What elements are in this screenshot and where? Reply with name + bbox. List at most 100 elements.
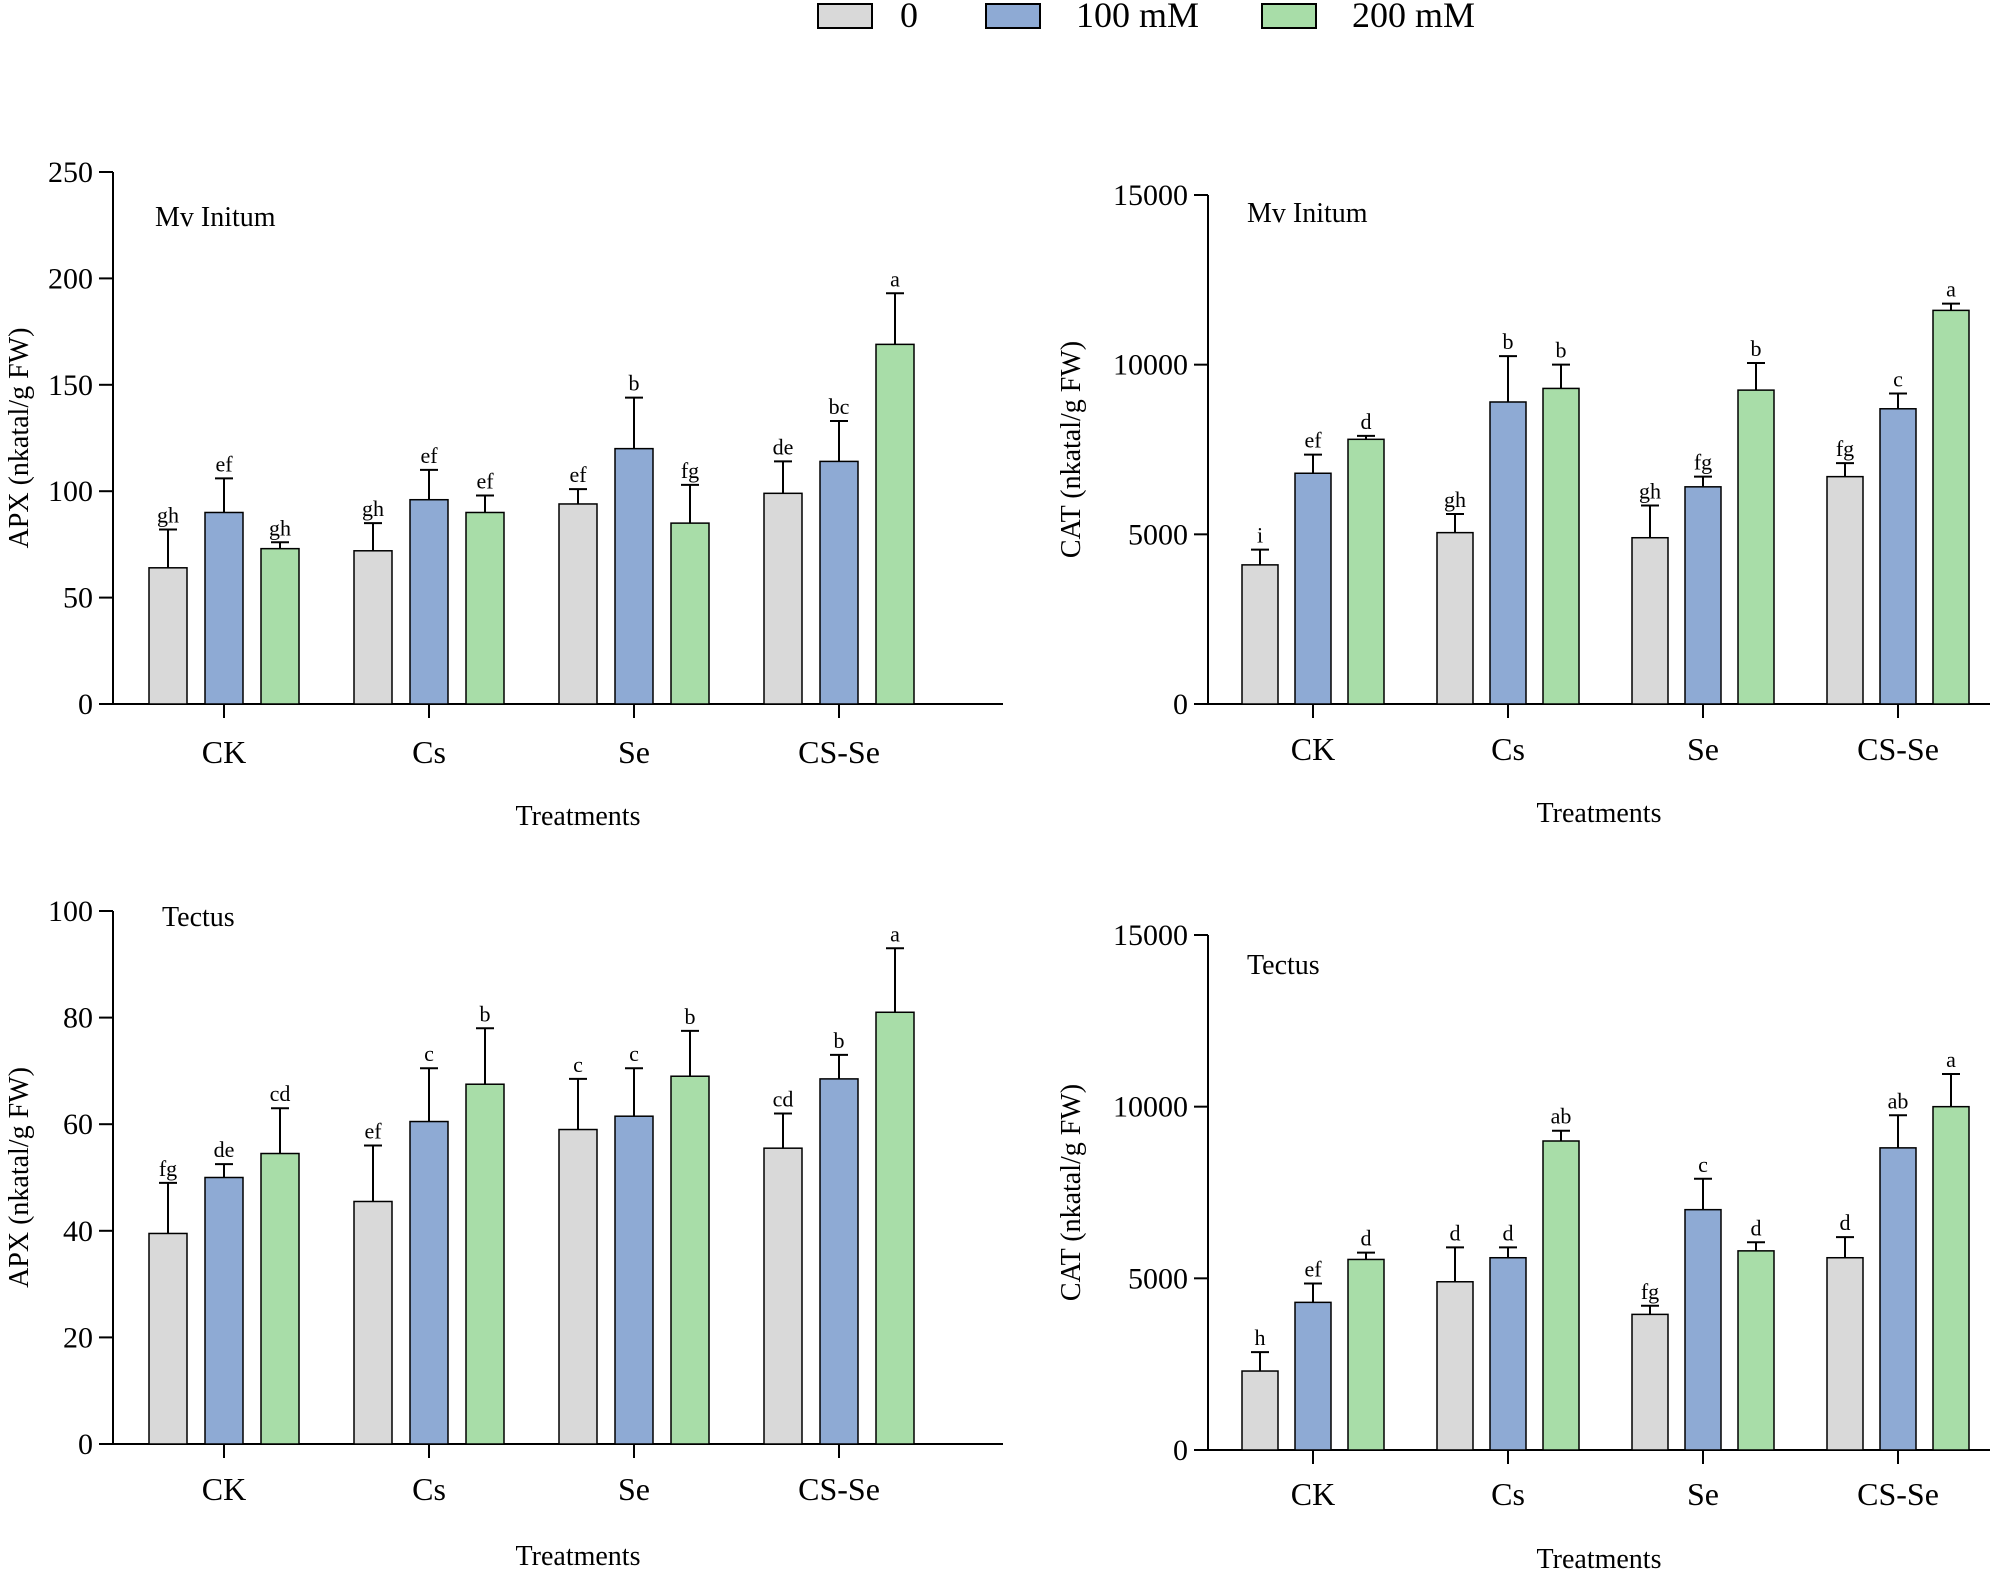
significance-label: gh	[1444, 487, 1466, 512]
bar	[409, 1120, 449, 1445]
bar	[1932, 309, 1970, 705]
y-axis-title: CAT (nkatal/g FW)	[1056, 1084, 1087, 1301]
bar	[670, 522, 710, 705]
legend-swatch	[985, 3, 1041, 29]
bar	[1241, 1370, 1279, 1451]
x-tick-label: Cs	[1491, 1476, 1525, 1512]
significance-label: ef	[1304, 1256, 1322, 1281]
bar	[875, 1011, 915, 1445]
x-tick-label: CS-Se	[798, 734, 880, 770]
significance-label: gh	[157, 503, 179, 528]
panel-cat-mv-initum: 0 5000 10000 15000 Mv Initum CAT (nkatal/g FW…	[1056, 179, 1990, 829]
bar	[819, 1078, 859, 1445]
y-tick-label: 40	[63, 1215, 93, 1248]
x-tick-label: Cs	[1491, 731, 1525, 767]
y-tick-label: 5000	[1128, 1262, 1188, 1295]
y-tick-label: 10000	[1113, 349, 1188, 382]
bar	[1879, 1147, 1917, 1451]
bar	[148, 1232, 188, 1445]
significance-label: a	[890, 266, 900, 291]
bar	[558, 1128, 598, 1445]
significance-label: ef	[420, 443, 438, 468]
y-axis-title: APX (nkatal/g FW)	[4, 328, 35, 549]
y-axis-title: APX (nkatal/g FW)	[4, 1067, 35, 1288]
significance-label: d	[1450, 1220, 1461, 1245]
significance-label: fg	[1836, 436, 1854, 461]
significance-label: fg	[159, 1156, 177, 1181]
y-tick-label: 80	[63, 1002, 93, 1035]
significance-label: d	[1361, 1226, 1372, 1251]
y-tick-label: 0	[78, 688, 93, 721]
y-tick-label: 150	[48, 369, 93, 402]
bar	[670, 1075, 710, 1445]
significance-label: b	[685, 1004, 696, 1029]
bar	[614, 447, 654, 705]
legend-label: 100 mM	[1076, 0, 1199, 35]
x-tick-label: Se	[1687, 731, 1719, 767]
y-tick-label: 50	[63, 582, 93, 615]
significance-label: b	[1751, 336, 1762, 361]
bar	[1294, 1301, 1332, 1451]
significance-label: ef	[364, 1119, 382, 1144]
significance-label: c	[1893, 367, 1903, 392]
bar	[763, 492, 803, 705]
bar	[148, 567, 188, 705]
bar	[353, 1200, 393, 1445]
x-tick-label: Cs	[412, 1471, 446, 1507]
significance-label: b	[480, 1001, 491, 1026]
significance-label: ef	[569, 462, 587, 487]
significance-label: d	[1361, 409, 1372, 434]
significance-label: h	[1255, 1325, 1266, 1350]
panel-apx-mv-initum: 0 50 100 150 200 250 Mv Initum APX (nkatal/g FW…	[4, 156, 1003, 832]
bar	[1737, 1250, 1775, 1451]
x-tick-label: Se	[618, 734, 650, 770]
x-axis-title: Treatments	[516, 801, 641, 832]
panel-apx-tectus: 0 20 40 60 80 100 Tectus APX (nkatal/g FW) Treat…	[4, 895, 1003, 1570]
significance-label: d	[1751, 1215, 1762, 1240]
panel-title: Tectus	[1247, 950, 1320, 981]
x-tick-label: CK	[1291, 731, 1335, 767]
y-tick-label: 0	[1173, 688, 1188, 721]
bar	[1347, 438, 1385, 705]
y-tick-label: 250	[48, 156, 93, 189]
bar	[1631, 536, 1669, 705]
y-tick-label: 15000	[1113, 179, 1188, 212]
legend-swatch	[817, 3, 873, 29]
y-tick-label: 10000	[1113, 1091, 1188, 1124]
significance-label: cd	[773, 1087, 794, 1112]
bar	[1436, 1281, 1474, 1451]
y-tick-label: 200	[48, 262, 93, 295]
y-tick-label: 5000	[1128, 518, 1188, 551]
bar	[1684, 486, 1722, 705]
x-axis-title: Treatments	[1537, 1544, 1662, 1570]
significance-label: ef	[476, 468, 494, 493]
bar	[1294, 472, 1332, 705]
bar	[614, 1115, 654, 1445]
bar	[1826, 475, 1864, 705]
significance-label: ef	[215, 451, 233, 476]
x-axis-title: Treatments	[1537, 798, 1662, 829]
significance-label: a	[890, 921, 900, 946]
bar	[465, 511, 505, 705]
bar	[1737, 389, 1775, 705]
x-tick-label: CS-Se	[1857, 731, 1939, 767]
y-tick-label: 100	[48, 475, 93, 508]
significance-label: c	[629, 1041, 639, 1066]
significance-label: bc	[829, 394, 850, 419]
bar	[260, 547, 300, 705]
significance-label: i	[1257, 523, 1263, 548]
significance-label: a	[1946, 1047, 1956, 1072]
bar	[204, 1176, 244, 1445]
significance-label: cd	[270, 1081, 291, 1106]
significance-label: b	[1556, 338, 1567, 363]
significance-label: gh	[1639, 478, 1661, 503]
panel-title: Mv Initum	[1247, 198, 1368, 229]
bar	[1436, 531, 1474, 705]
y-tick-label: 20	[63, 1321, 93, 1354]
significance-label: d	[1840, 1210, 1851, 1235]
bar	[409, 498, 449, 705]
bar	[1631, 1313, 1669, 1451]
x-tick-label: CS-Se	[798, 1471, 880, 1507]
significance-label: b	[629, 371, 640, 396]
